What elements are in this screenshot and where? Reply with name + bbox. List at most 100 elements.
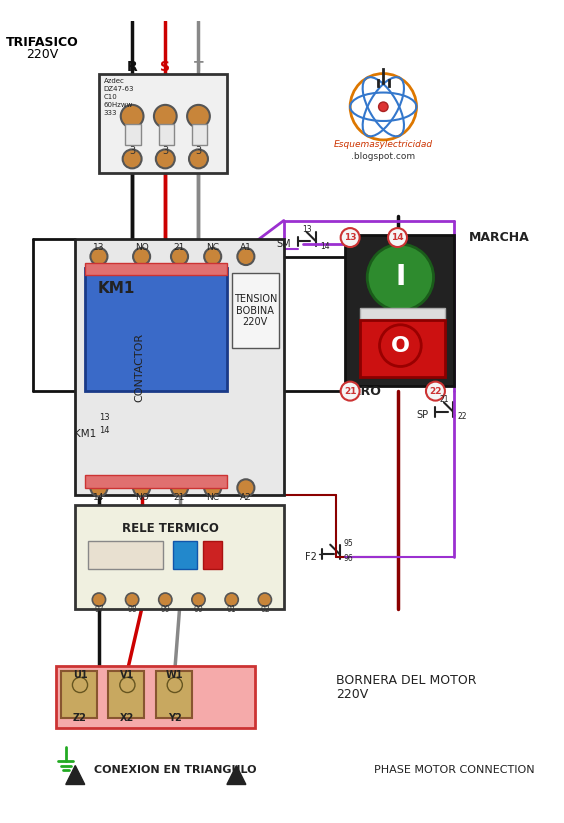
Circle shape — [187, 105, 210, 128]
Text: 97: 97 — [94, 605, 104, 614]
Text: PHASE MOTOR CONNECTION: PHASE MOTOR CONNECTION — [374, 765, 535, 775]
Circle shape — [378, 102, 388, 111]
Text: U1: U1 — [73, 671, 87, 681]
Text: 98: 98 — [127, 605, 137, 614]
Text: 96: 96 — [343, 555, 353, 564]
Circle shape — [158, 593, 172, 607]
Circle shape — [426, 382, 445, 401]
Polygon shape — [227, 765, 246, 784]
Bar — [360, 308, 445, 319]
Circle shape — [192, 593, 205, 607]
Bar — [75, 504, 284, 609]
Text: 220V: 220V — [26, 48, 58, 61]
Text: S: S — [160, 60, 170, 74]
Circle shape — [154, 105, 177, 128]
Circle shape — [237, 248, 254, 265]
Text: 95: 95 — [343, 539, 353, 548]
Text: BORNERA DEL MOTOR: BORNERA DEL MOTOR — [336, 674, 477, 686]
Text: A2: A2 — [240, 493, 252, 502]
Circle shape — [126, 593, 139, 607]
Text: 21: 21 — [439, 395, 449, 404]
Bar — [360, 320, 445, 377]
Bar — [56, 666, 255, 728]
Text: 22: 22 — [429, 387, 442, 396]
Circle shape — [204, 479, 221, 496]
Circle shape — [367, 244, 434, 310]
Circle shape — [92, 593, 105, 607]
Circle shape — [225, 593, 238, 607]
Text: 14: 14 — [391, 233, 404, 242]
Bar — [203, 541, 222, 570]
Bar — [126, 123, 140, 145]
Text: 13: 13 — [93, 243, 105, 252]
Text: 14: 14 — [320, 242, 329, 250]
Circle shape — [90, 479, 108, 496]
Text: CONEXION EN TRIANGULO: CONEXION EN TRIANGULO — [94, 765, 256, 775]
Text: 99: 99 — [160, 605, 170, 614]
Circle shape — [120, 677, 135, 692]
Text: TENSION
BOBINA
220V: TENSION BOBINA 220V — [233, 294, 277, 328]
Text: NC: NC — [206, 243, 219, 252]
Text: 00: 00 — [193, 605, 204, 614]
Circle shape — [167, 677, 182, 692]
Text: X2: X2 — [120, 714, 134, 723]
Text: 3: 3 — [129, 146, 135, 156]
Circle shape — [122, 150, 142, 169]
Text: V1: V1 — [120, 671, 134, 681]
Text: 21: 21 — [344, 387, 356, 396]
Text: 13: 13 — [302, 226, 311, 235]
Text: 22: 22 — [457, 412, 467, 421]
Text: 01: 01 — [227, 605, 236, 614]
Bar — [173, 541, 197, 570]
Text: KM1: KM1 — [74, 429, 96, 439]
Circle shape — [258, 593, 271, 607]
Text: SM: SM — [277, 239, 292, 249]
Text: 21: 21 — [174, 493, 185, 502]
Text: NO: NO — [135, 243, 148, 252]
Text: Azdec
DZ47-63
C10
60Hzww
333: Azdec DZ47-63 C10 60Hzww 333 — [104, 78, 134, 116]
Text: Esquemasylectricidad: Esquemasylectricidad — [334, 140, 433, 149]
Text: 13: 13 — [99, 413, 109, 422]
Text: 3: 3 — [195, 146, 201, 156]
Text: KM1: KM1 — [98, 281, 135, 296]
Text: 220V: 220V — [336, 688, 368, 701]
Circle shape — [388, 228, 407, 247]
Text: Y2: Y2 — [168, 714, 182, 723]
Circle shape — [204, 248, 221, 265]
Text: TRIFASICO: TRIFASICO — [6, 36, 78, 49]
Circle shape — [341, 228, 360, 247]
Text: 3: 3 — [162, 146, 169, 156]
Circle shape — [133, 248, 150, 265]
Circle shape — [121, 105, 143, 128]
Circle shape — [350, 73, 416, 140]
Text: T: T — [193, 60, 203, 74]
Circle shape — [171, 479, 188, 496]
Bar — [87, 541, 164, 570]
Bar — [156, 671, 192, 718]
Circle shape — [133, 479, 150, 496]
Text: 02: 02 — [260, 605, 270, 614]
Bar — [108, 671, 144, 718]
Text: O: O — [391, 336, 410, 356]
Text: PARO: PARO — [343, 384, 381, 398]
Circle shape — [380, 325, 421, 366]
Bar — [61, 671, 97, 718]
Circle shape — [189, 150, 208, 169]
Text: 13: 13 — [344, 233, 356, 242]
Text: CONTACTOR: CONTACTOR — [135, 332, 145, 402]
Circle shape — [171, 248, 188, 265]
Polygon shape — [66, 765, 85, 784]
Text: RELE TERMICO: RELE TERMICO — [122, 522, 218, 535]
Circle shape — [237, 479, 254, 496]
Bar — [232, 272, 279, 348]
Circle shape — [90, 248, 108, 265]
Bar — [192, 123, 207, 145]
Bar — [345, 235, 455, 386]
Text: NC: NC — [206, 493, 219, 502]
Bar — [85, 268, 227, 391]
Text: MARCHA: MARCHA — [469, 231, 530, 244]
Text: SP: SP — [417, 410, 429, 420]
Circle shape — [341, 382, 360, 401]
Text: 14: 14 — [93, 493, 105, 502]
Bar — [99, 73, 227, 173]
